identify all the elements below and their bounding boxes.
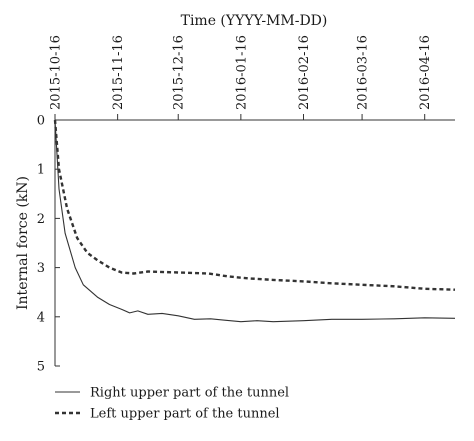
legend-label-1: Right upper part of the tunnel bbox=[90, 386, 289, 401]
x-tick-label: 2015-12-16 bbox=[172, 35, 187, 110]
y-tick-label: 0 bbox=[37, 114, 45, 129]
y-tick-label: 4 bbox=[37, 310, 45, 325]
x-tick-label: 2016-02-16 bbox=[297, 35, 312, 110]
y-axis-title: Internal force (kN) bbox=[15, 176, 31, 310]
x-tick-label: 2015-11-16 bbox=[111, 35, 126, 110]
x-tick-label: 2015-10-16 bbox=[49, 35, 64, 110]
y-tick-label: 1 bbox=[37, 163, 45, 178]
x-tick-label: 2016-03-16 bbox=[356, 35, 371, 110]
series-group bbox=[53, 119, 456, 323]
x-tick-label: 2016-04-16 bbox=[418, 35, 433, 110]
legend-label-2: Left upper part of the tunnel bbox=[90, 407, 280, 422]
legend: Right upper part of the tunnel Left upper… bbox=[55, 386, 289, 422]
x-axis-title: Time (YYYY-MM-DD) bbox=[181, 13, 328, 29]
x-ticks-group: 2015-10-16 2015-11-16 2015-12-16 2016-01-16… bbox=[49, 35, 433, 120]
x-tick-label: 2016-01-16 bbox=[234, 35, 249, 110]
y-tick-label: 5 bbox=[37, 360, 45, 375]
series-line-1 bbox=[54, 119, 456, 323]
series-line-2 bbox=[53, 119, 456, 291]
y-tick-label: 3 bbox=[37, 261, 45, 276]
y-tick-label: 2 bbox=[37, 212, 45, 227]
